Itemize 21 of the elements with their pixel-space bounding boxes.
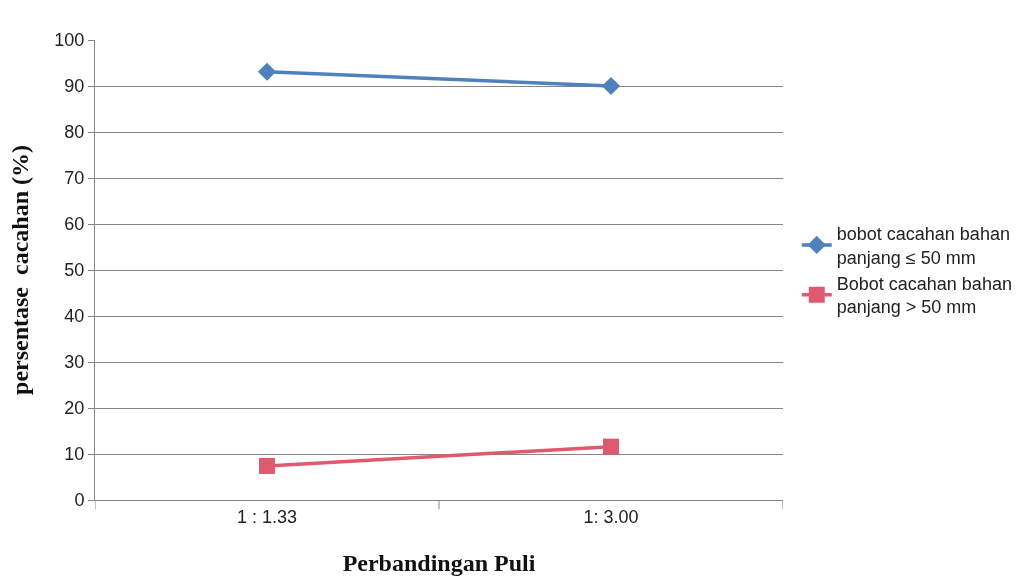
legend-label: bobot cacahan bahan panjang ≤ 50 mm	[836, 224, 1010, 268]
point	[257, 62, 277, 81]
y-tick-label: 80	[64, 122, 85, 143]
legend-label: Bobot cacahan bahan panjang > 50 mm	[836, 274, 1012, 318]
point	[259, 457, 275, 474]
y-tick-label: 10	[64, 444, 85, 465]
y-tick-label: 50	[64, 260, 85, 281]
y-tick-label: 30	[64, 352, 85, 373]
y-tick-label: 40	[64, 306, 85, 327]
y-tick-label: 70	[64, 168, 85, 189]
x-tick-label: 1 : 1.33	[236, 506, 298, 527]
point	[601, 76, 621, 96]
x-axis-title: Perbandingan Puli	[342, 549, 536, 576]
point	[603, 438, 619, 455]
y-tick-label: 0	[74, 490, 85, 511]
y-tick-label: 90	[64, 76, 85, 97]
y-tick-label: 100	[54, 30, 85, 51]
y-tick-label: 60	[64, 214, 85, 235]
x-tick-label: 1: 3.00	[583, 506, 639, 527]
y-axis-title: persentase cacahan (%)	[7, 145, 34, 395]
y-tick-label: 20	[64, 398, 85, 419]
